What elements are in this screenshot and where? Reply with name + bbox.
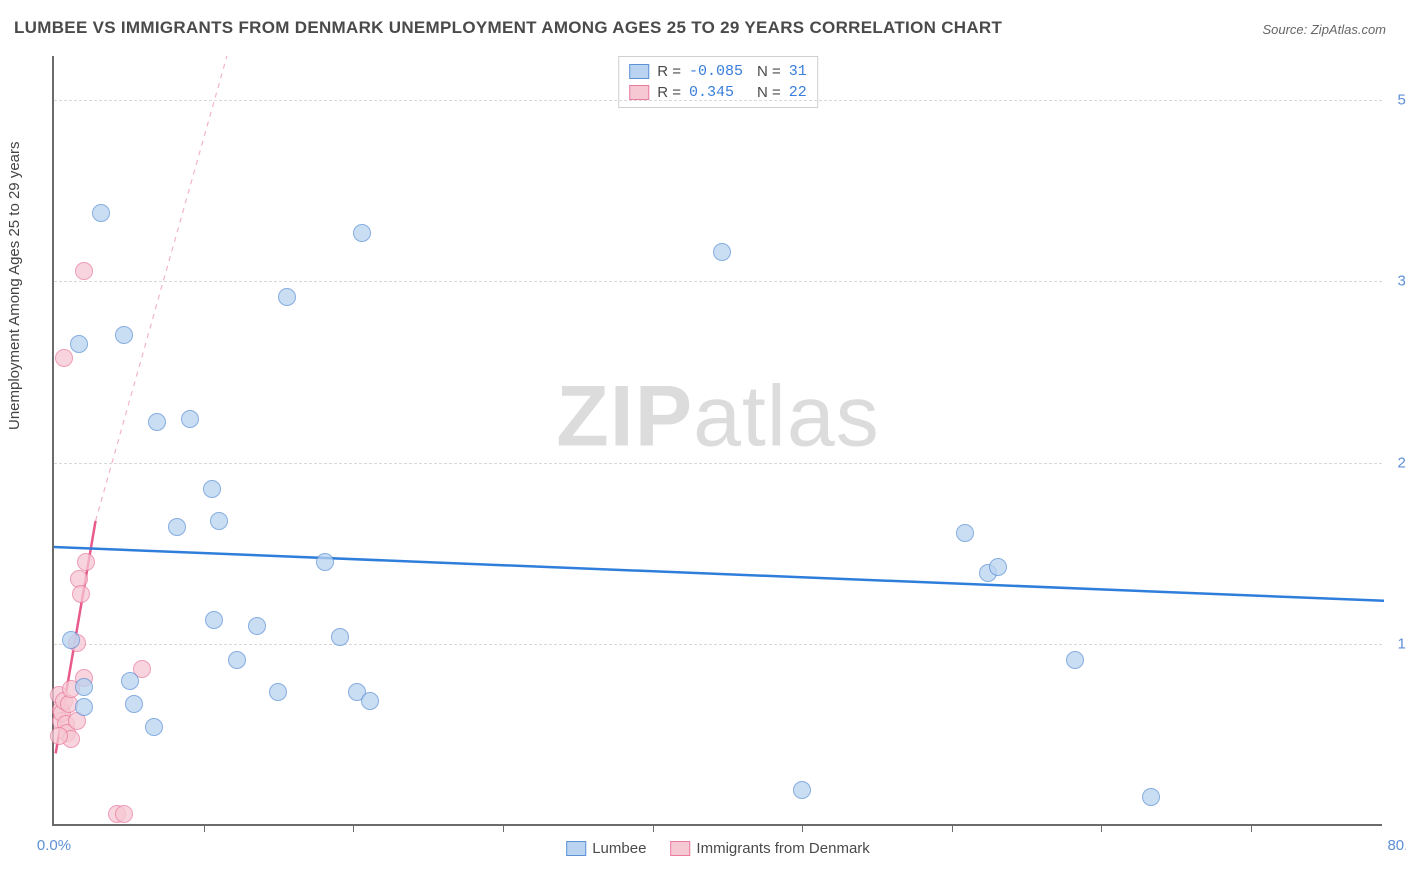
legend-r-label: R = [657,84,681,101]
legend-row: R = -0.085 N = 31 [629,61,807,82]
data-point [70,335,88,353]
data-point [269,683,287,701]
data-point [125,695,143,713]
data-point [92,204,110,222]
legend-swatch [629,64,649,79]
data-point [331,628,349,646]
data-point [956,524,974,542]
chart-svg [54,56,1382,824]
x-tick [503,824,504,832]
legend-item: Immigrants from Denmark [670,840,869,857]
data-point [62,631,80,649]
gridline-h [54,644,1382,645]
legend-n-value: 31 [789,63,807,80]
data-point [50,727,68,745]
data-point [145,718,163,736]
data-point [713,243,731,261]
data-point [72,585,90,603]
data-point [203,480,221,498]
gridline-h [54,463,1382,464]
gridline-h [54,281,1382,282]
data-point [228,651,246,669]
data-point [121,672,139,690]
y-tick-label: 50.0% [1397,91,1406,108]
x-tick [952,824,953,832]
legend-swatch [670,841,690,856]
x-tick [1101,824,1102,832]
chart-title: LUMBEE VS IMMIGRANTS FROM DENMARK UNEMPL… [14,18,1002,38]
y-tick-label: 12.5% [1397,636,1406,653]
data-point [205,611,223,629]
legend-item: Lumbee [566,840,646,857]
x-tick-label-right: 80.0% [1387,837,1406,854]
data-point [148,413,166,431]
x-tick [353,824,354,832]
legend-n-label: N = [757,63,781,80]
data-point [75,262,93,280]
x-tick [1251,824,1252,832]
data-point [353,224,371,242]
x-tick-label-left: 0.0% [37,837,71,854]
y-tick-label: 37.5% [1397,273,1406,290]
data-point [316,553,334,571]
source-label: Source: ZipAtlas.com [1262,22,1386,37]
legend-swatch [566,841,586,856]
data-point [115,326,133,344]
data-point [989,558,1007,576]
data-point [168,518,186,536]
x-tick [802,824,803,832]
legend-n-label: N = [757,84,781,101]
y-tick-label: 25.0% [1397,454,1406,471]
data-point [278,288,296,306]
gridline-h [54,100,1382,101]
data-point [1142,788,1160,806]
legend-n-value: 22 [789,84,807,101]
legend-swatch [629,85,649,100]
data-point [248,617,266,635]
y-axis-label: Unemployment Among Ages 25 to 29 years [6,141,23,430]
plot-area: ZIPatlas R =-0.085N = 31R = 0.345N = 22 … [52,56,1382,826]
data-point [1066,651,1084,669]
legend-label: Lumbee [592,840,646,857]
legend-label: Immigrants from Denmark [696,840,869,857]
data-point [793,781,811,799]
data-point [75,678,93,696]
series-legend: Lumbee Immigrants from Denmark [566,840,870,857]
legend-r-label: R = [657,63,681,80]
x-tick [204,824,205,832]
data-point [210,512,228,530]
x-tick [653,824,654,832]
data-point [55,349,73,367]
data-point [75,698,93,716]
legend-r-value: 0.345 [689,84,749,101]
data-point [181,410,199,428]
legend-r-value: -0.085 [689,63,749,80]
data-point [115,805,133,823]
data-point [361,692,379,710]
data-point [77,553,95,571]
